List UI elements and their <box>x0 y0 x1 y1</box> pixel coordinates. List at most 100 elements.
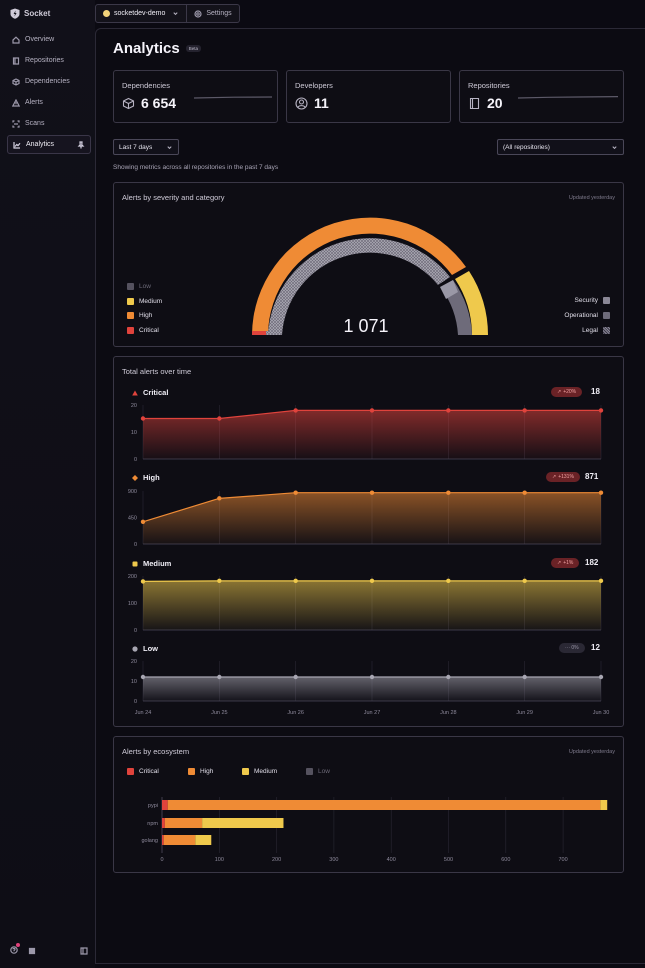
org-switcher[interactable]: socketdev-demo <box>95 4 188 23</box>
legend-swatch <box>127 283 134 290</box>
sidebar-item-repositories[interactable]: Repositories <box>7 51 91 70</box>
y-tick-label: 0 <box>134 699 137 705</box>
x-tick-label: Jun 26 <box>287 710 304 716</box>
scan-icon <box>12 119 20 128</box>
change-badge: ··· 0% <box>559 643 585 653</box>
sidebar-item-overview[interactable]: Overview <box>7 30 91 49</box>
series-name: High <box>143 473 160 482</box>
legend-low[interactable]: Low <box>306 768 330 775</box>
y-tick-label: 200 <box>128 574 137 580</box>
gauge-critical-marker <box>252 331 266 335</box>
sidebar-item-label: Overview <box>25 36 55 43</box>
series-count: 12 <box>591 643 600 652</box>
sidebar-collapse-icon[interactable] <box>80 947 88 955</box>
brand[interactable]: Socket <box>10 8 50 19</box>
legend-label: Critical <box>139 768 159 775</box>
repositories-sparkline <box>518 96 618 99</box>
x-tick-label: Jun 29 <box>516 710 533 716</box>
x-tick-label: 600 <box>501 857 510 863</box>
dependencies-sparkline <box>194 96 272 99</box>
period-select[interactable]: Last 7 days <box>113 139 179 155</box>
card-value: 20 <box>468 95 503 111</box>
repository-select[interactable]: (All repositories) <box>497 139 624 155</box>
sidebar-item-alerts[interactable]: Alerts <box>7 93 91 112</box>
section-title: Alerts by ecosystem <box>122 747 190 756</box>
help-button[interactable] <box>10 943 20 956</box>
card-value: 6 654 <box>122 95 176 111</box>
card-label: Dependencies <box>122 81 170 90</box>
data-point <box>140 519 146 524</box>
legend-security[interactable]: Security <box>575 297 610 304</box>
repositories-card[interactable]: Repositories 20 <box>459 70 624 123</box>
data-point <box>598 408 604 413</box>
x-tick-label: 400 <box>387 857 396 863</box>
pin-icon[interactable] <box>77 140 85 149</box>
legend-critical[interactable]: Critical <box>127 768 159 775</box>
legend-swatch <box>127 768 134 775</box>
series-label-low: Low <box>132 644 158 653</box>
period-select-value: Last 7 days <box>119 143 153 151</box>
card-label: Developers <box>295 81 333 90</box>
y-tick-label: pypi <box>148 803 158 809</box>
sidebar-item-label: Alerts <box>25 99 43 106</box>
repositories-value: 20 <box>487 95 503 111</box>
legend-swatch <box>306 768 313 775</box>
legend-legal[interactable]: Legal <box>582 327 610 334</box>
legend-label: High <box>200 768 214 775</box>
chevron-down-icon <box>612 145 617 149</box>
notification-dot <box>16 943 20 947</box>
series-count: 182 <box>585 558 599 567</box>
page-title: Analytics Beta <box>113 40 201 57</box>
book-icon <box>12 56 20 65</box>
legend-critical[interactable]: Critical <box>127 327 159 334</box>
triangle-icon <box>132 390 138 395</box>
sidebar-item-scans[interactable]: Scans <box>7 114 91 133</box>
page-title-text: Analytics <box>113 40 180 57</box>
square-icon <box>132 561 138 566</box>
developers-card[interactable]: Developers 11 <box>286 70 451 123</box>
settings-button[interactable]: Settings <box>187 4 240 23</box>
legend-low[interactable]: Low <box>127 283 151 290</box>
grid-icon[interactable] <box>28 947 36 955</box>
data-point <box>217 416 222 421</box>
x-tick-label: Jun 27 <box>364 710 381 716</box>
ecosystem-card: Alerts by ecosystem Updated yesterday Cr… <box>113 736 624 873</box>
sidebar-item-analytics[interactable]: Analytics <box>7 135 91 154</box>
y-tick-label: 0 <box>134 628 137 634</box>
y-tick-label: 20 <box>131 403 137 409</box>
legend-label: Low <box>318 768 330 775</box>
dependencies-card[interactable]: Dependencies 6 654 <box>113 70 278 123</box>
legend-label: Medium <box>254 768 278 775</box>
legend-medium[interactable]: Medium <box>242 768 277 775</box>
legend-label: Medium <box>139 298 163 305</box>
x-tick-label: 300 <box>329 857 338 863</box>
x-tick-label: Jun 30 <box>593 710 610 716</box>
y-tick-label: 10 <box>131 430 137 436</box>
legend-medium[interactable]: Medium <box>127 298 162 305</box>
y-tick-label: 0 <box>134 457 137 463</box>
legend-swatch <box>127 298 134 305</box>
series-name: Medium <box>143 559 172 568</box>
series-count: 871 <box>585 472 599 481</box>
sidebar-item-dependencies[interactable]: Dependencies <box>7 72 91 91</box>
gauge-medium-arc <box>455 271 488 335</box>
legend-label: Operational <box>564 312 598 319</box>
data-point <box>369 674 375 680</box>
trend-up-icon: ↗ <box>552 474 557 480</box>
series-area <box>143 410 601 459</box>
card-value: 11 <box>295 95 329 111</box>
legend-swatch <box>188 768 195 775</box>
legend-operational[interactable]: Operational <box>564 312 610 319</box>
data-point <box>217 674 222 680</box>
settings-label: Settings <box>206 10 232 17</box>
sidebar-item-label: Scans <box>25 120 45 127</box>
updated-label: Updated yesterday <box>568 195 615 201</box>
data-point <box>293 490 298 495</box>
legend-high[interactable]: High <box>127 312 152 319</box>
change-badge: ↗ +1% <box>551 558 580 568</box>
legend-high[interactable]: High <box>188 768 213 775</box>
card-label: Repositories <box>468 81 510 90</box>
bar-segment <box>164 818 203 828</box>
severity-card: Alerts by severity and category Updated … <box>113 182 624 347</box>
